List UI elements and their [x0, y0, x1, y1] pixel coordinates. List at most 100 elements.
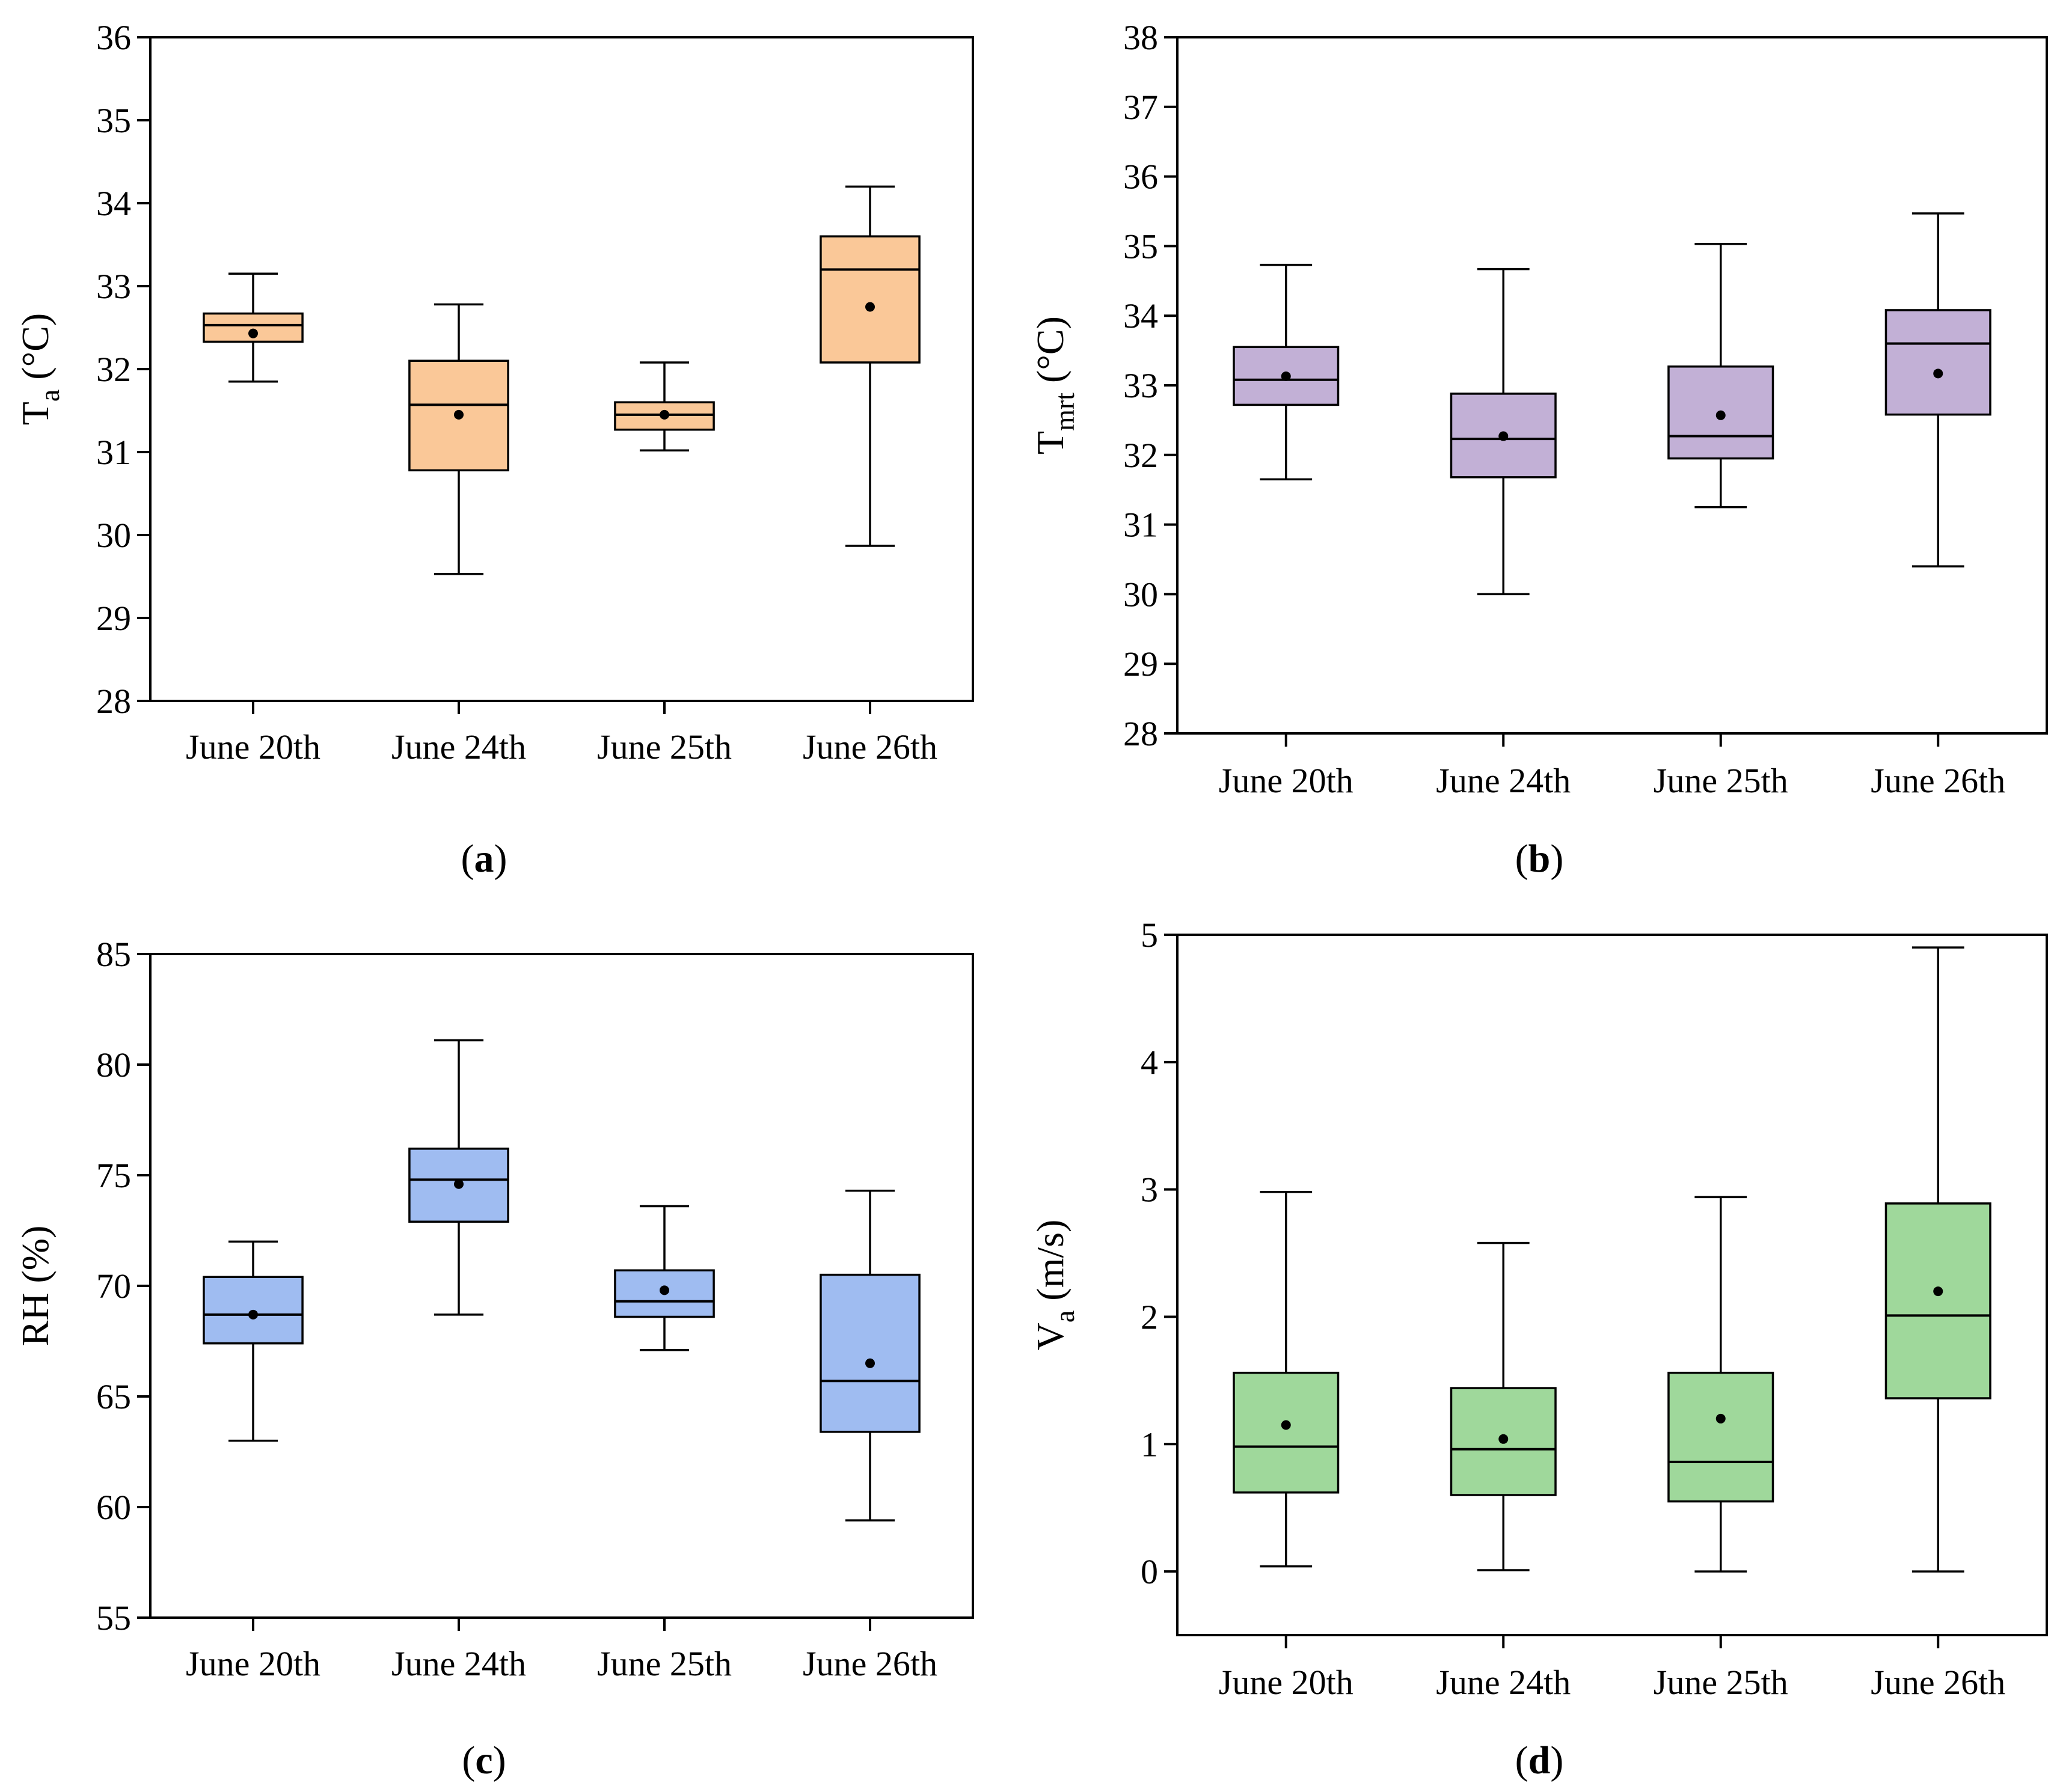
- y-tick-label: 32: [1123, 436, 1158, 475]
- y-axis: 0 1 2 3 4 5: [1141, 916, 1177, 1591]
- mean-marker: [1281, 371, 1291, 381]
- iqr-box: [1884, 309, 1991, 416]
- mean-marker: [1933, 368, 1943, 379]
- panel-b: 28 29 30 31 32 33 34 35 36 37 38 Tmrt (°C) June 20th…: [1029, 18, 2048, 881]
- panel-label-close: ): [494, 837, 507, 881]
- x-tick-label: June 20th: [186, 727, 320, 766]
- mean-marker: [1498, 1434, 1509, 1444]
- y-tick-label: 60: [96, 1488, 131, 1527]
- panel-label-close: ): [493, 1738, 506, 1782]
- y-tick-label: 36: [96, 18, 131, 57]
- y-tick-label: 34: [96, 184, 131, 223]
- x-tick-label: June 25th: [1654, 761, 1788, 800]
- mean-marker: [1715, 410, 1726, 420]
- iqr-box: [820, 1273, 921, 1433]
- y-axis-title-base: T: [14, 402, 57, 425]
- y-tick-label: 65: [96, 1377, 131, 1416]
- box-3: [614, 361, 715, 451]
- box-2: [408, 303, 509, 575]
- box-3: [614, 1205, 715, 1351]
- x-tick-label: June 26th: [1871, 1663, 2005, 1702]
- y-axis-title: Va (m/s): [1029, 1220, 1080, 1351]
- y-axis-title: Tmrt (°C): [1029, 316, 1080, 454]
- x-tick-label: June 20th: [1219, 761, 1353, 800]
- y-tick-label: 28: [1123, 714, 1158, 753]
- y-tick-label: 1: [1141, 1425, 1158, 1464]
- y-axis-title: RH (%): [14, 1226, 57, 1347]
- y-tick-label: 70: [96, 1267, 131, 1306]
- mean-marker: [1933, 1286, 1943, 1297]
- panel-label-close: ): [1550, 837, 1563, 881]
- x-tick-label: June 26th: [803, 727, 937, 766]
- box-3: [1667, 1196, 1774, 1573]
- panel-label: (c): [462, 1738, 506, 1782]
- box-1: [203, 1240, 304, 1442]
- y-axis-title-unit: (m/s): [1029, 1220, 1071, 1310]
- y-tick-label: 3: [1141, 1170, 1158, 1209]
- x-tick-label: June 25th: [597, 1644, 732, 1683]
- mean-marker: [454, 409, 464, 420]
- mean-marker: [1715, 1413, 1726, 1424]
- panel-label-letter: b: [1528, 837, 1551, 881]
- y-axis: 28 29 30 31 32 33 34 35 36 37 38: [1123, 18, 1177, 753]
- panel-label-letter: a: [474, 837, 494, 881]
- box-2: [1450, 1241, 1557, 1571]
- panel-label-open: (: [461, 837, 474, 881]
- mean-marker: [865, 302, 875, 312]
- y-axis-title-subscript: a: [34, 390, 65, 402]
- x-tick-label: June 24th: [1436, 761, 1571, 800]
- mean-marker: [454, 1179, 464, 1189]
- panel-label-open: (: [462, 1738, 475, 1782]
- y-tick-label: 28: [96, 682, 131, 721]
- y-tick-label: 36: [1123, 157, 1158, 197]
- box-1: [1233, 263, 1340, 481]
- plot-frame: [1176, 934, 2048, 1636]
- y-tick-label: 30: [96, 516, 131, 555]
- mean-marker: [660, 1285, 669, 1295]
- y-tick-label: 29: [1123, 644, 1158, 683]
- panel-label: (d): [1515, 1738, 1564, 1782]
- y-tick-label: 34: [1123, 296, 1158, 335]
- x-axis: June 20th June 24th June 25th June 26th: [1219, 1635, 2005, 1702]
- y-tick-label: 30: [1123, 575, 1158, 614]
- iqr-box: [1884, 1202, 1991, 1399]
- y-axis-title-base: V: [1029, 1323, 1071, 1350]
- y-tick-label: 33: [1123, 366, 1158, 405]
- box-4: [1884, 212, 1991, 567]
- iqr-box: [408, 359, 509, 472]
- panel-label: (a): [461, 837, 507, 881]
- mean-marker: [1498, 431, 1509, 441]
- box-1: [203, 272, 304, 383]
- box-3: [1667, 243, 1774, 509]
- panel-label-open: (: [1515, 837, 1528, 881]
- x-tick-label: June 24th: [391, 727, 526, 766]
- x-tick-label: June 26th: [1871, 761, 2005, 800]
- y-axis: 28 29 30 31 32 33 34 35 36: [96, 18, 150, 721]
- box-2: [408, 1039, 509, 1316]
- y-tick-label: 38: [1123, 18, 1158, 57]
- iqr-box: [820, 235, 921, 364]
- y-axis-title: Ta (°C): [14, 313, 65, 425]
- x-tick-label: June 25th: [1654, 1663, 1788, 1702]
- y-tick-label: 32: [96, 350, 131, 389]
- panel-label-letter: c: [475, 1738, 492, 1782]
- y-axis-title-base: T: [1029, 431, 1071, 454]
- x-tick-label: June 25th: [597, 727, 732, 766]
- y-tick-label: 2: [1141, 1297, 1158, 1336]
- box-4: [1884, 946, 1991, 1573]
- y-tick-label: 80: [96, 1045, 131, 1084]
- x-tick-label: June 20th: [1219, 1663, 1353, 1702]
- y-tick-label: 0: [1141, 1552, 1158, 1591]
- y-axis-title-unit: (°C): [1029, 316, 1071, 393]
- mean-marker: [865, 1358, 875, 1368]
- y-axis-title-subscript: mrt: [1049, 393, 1080, 431]
- y-tick-label: 55: [96, 1598, 131, 1638]
- x-tick-label: June 24th: [1436, 1663, 1571, 1702]
- panel-label: (b): [1515, 837, 1564, 881]
- box-4: [820, 1190, 921, 1521]
- y-tick-label: 5: [1141, 916, 1158, 955]
- y-tick-label: 31: [96, 433, 131, 472]
- x-tick-label: June 24th: [391, 1644, 526, 1683]
- panel-label-close: ): [1550, 1738, 1563, 1782]
